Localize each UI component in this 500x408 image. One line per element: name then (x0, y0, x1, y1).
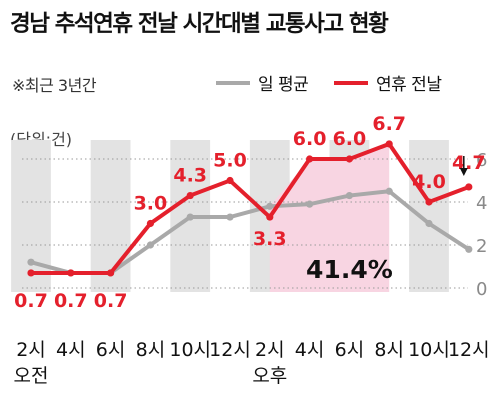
data-point-avg (306, 200, 314, 208)
x-tick-label: 12시 (448, 339, 490, 361)
data-point-avg (146, 241, 154, 249)
data-label: 0.7 (54, 290, 88, 312)
legend-label-avg: 일 평균 (258, 75, 309, 95)
data-label: 6.7 (372, 113, 406, 135)
data-label: 4.7 (452, 152, 486, 174)
data-label: 6.0 (333, 128, 367, 150)
data-point-holiday (425, 198, 433, 206)
y-tick-label: 6 (476, 150, 487, 171)
data-point-holiday (385, 140, 393, 148)
x-tick-label: 8시 (374, 339, 404, 361)
legend-swatch-holiday (334, 80, 368, 85)
data-point-holiday (186, 191, 194, 200)
x-tick-label: 8시 (136, 339, 166, 361)
x-tick-sublabel: 오후 (252, 365, 287, 387)
legend-swatch-avg (216, 80, 250, 85)
legend-label-holiday: 연휴 전날 (376, 75, 442, 95)
background-band (409, 140, 449, 292)
data-point-avg (186, 213, 194, 221)
data-point-avg (465, 245, 473, 253)
y-tick-label: 0 (476, 279, 487, 300)
data-label: 0.7 (14, 290, 48, 312)
data-label: 6.0 (293, 128, 327, 150)
data-point-holiday (67, 269, 75, 277)
data-point-avg (425, 219, 433, 228)
data-point-holiday (107, 269, 115, 277)
x-tick-label: 10시 (408, 339, 450, 361)
data-label: 4.3 (173, 165, 207, 187)
data-point-holiday (266, 213, 274, 221)
x-tick-label: 6시 (335, 339, 365, 361)
x-tick-label: 6시 (96, 339, 126, 361)
data-label: 4.0 (412, 171, 446, 193)
chart-note: ※최근 3년간 (12, 76, 97, 95)
data-label: 0.7 (94, 290, 128, 312)
data-label: 5.0 (213, 150, 247, 172)
data-point-avg (385, 187, 393, 195)
data-point-holiday (345, 155, 353, 163)
background-band (90, 140, 131, 292)
legend-item-holiday: 연휴 전날 (334, 70, 442, 95)
series-line-holiday (31, 141, 470, 275)
data-point-holiday (27, 269, 35, 277)
data-point-avg (27, 258, 35, 266)
data-point-holiday (226, 176, 234, 185)
data-point-avg (226, 213, 234, 221)
y-tick-label: 4 (476, 193, 487, 214)
data-point-holiday (465, 183, 473, 191)
data-point-avg (345, 191, 353, 200)
x-tick-label: 2시 (255, 339, 285, 361)
data-point-avg (266, 202, 274, 210)
data-point-holiday (306, 155, 314, 163)
x-tick-label: 4시 (56, 339, 86, 361)
data-label: 3.0 (134, 193, 168, 215)
data-point-holiday (146, 219, 154, 228)
data-label: 3.3 (253, 228, 287, 250)
highlight-area (269, 143, 390, 292)
x-tick-label: 2시 (16, 339, 46, 361)
x-tick-label: 4시 (295, 339, 325, 361)
x-tick-sublabel: 오전 (14, 365, 49, 387)
x-tick-label: 10시 (169, 339, 211, 361)
arrow-head (459, 168, 468, 176)
y-tick-label: 2 (476, 236, 487, 257)
x-tick-label: 12시 (209, 339, 251, 361)
highlight-annotation: 41.4% (306, 255, 393, 284)
background-band (11, 140, 51, 292)
legend-item-avg: 일 평균 (216, 70, 309, 95)
page-title: 경남 추석연휴 전날 시간대별 교통사고 현황 (10, 11, 389, 37)
